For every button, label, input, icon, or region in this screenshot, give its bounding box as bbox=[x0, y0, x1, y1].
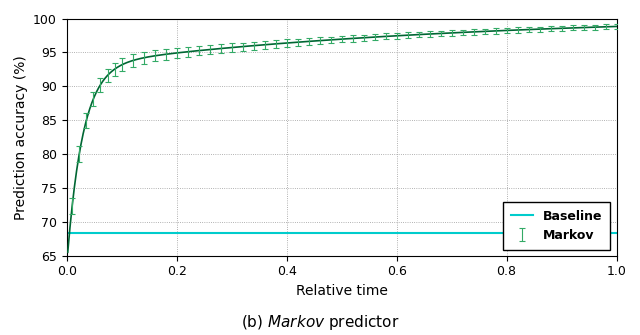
X-axis label: Relative time: Relative time bbox=[296, 284, 388, 298]
Text: (b) $\mathit{Markov}$ predictor: (b) $\mathit{Markov}$ predictor bbox=[241, 313, 399, 332]
Y-axis label: Prediction accuracy (%): Prediction accuracy (%) bbox=[13, 55, 28, 219]
Legend: Baseline, Markov: Baseline, Markov bbox=[503, 202, 611, 250]
